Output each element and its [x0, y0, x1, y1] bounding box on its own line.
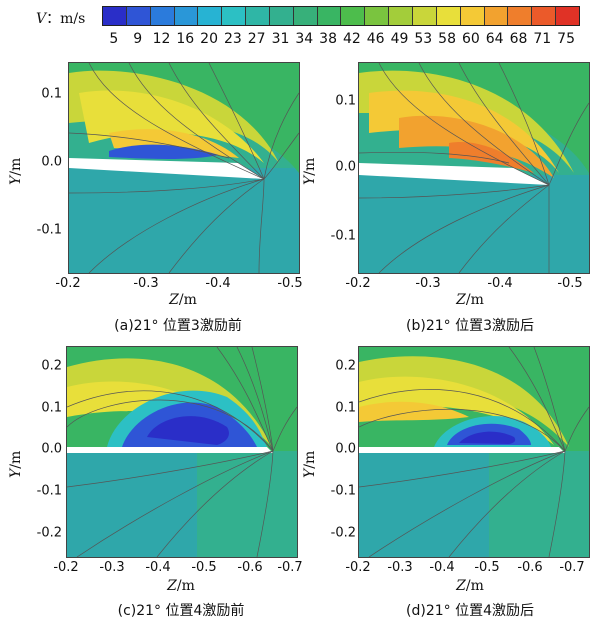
panel-b-xtick: -0.2	[345, 276, 371, 291]
colorbar-tick-label: 20	[200, 31, 219, 47]
panel-a-xtick: -0.3	[133, 276, 159, 291]
panel-c-xtick: -0.4	[145, 560, 171, 575]
colorbar-swatch	[460, 7, 485, 25]
panel-a-ytick: 0.0	[41, 154, 62, 170]
colorbar-swatch	[126, 7, 151, 25]
colorbar-swatch	[484, 7, 509, 25]
colorbar-swatch	[532, 7, 557, 25]
colorbar-tick-label: 27	[247, 31, 266, 47]
panel-c-ytick: -0.2	[36, 525, 62, 541]
panel-b-ylabel: Y/m	[302, 157, 318, 185]
panel-b-xtick: -0.4	[487, 276, 513, 291]
panel-d-ytick: -0.2	[330, 525, 356, 541]
colorbar-tick-label: 31	[271, 31, 290, 47]
panel-d-xlabel: Z/m	[456, 578, 484, 594]
panel-a-xtick: -0.2	[55, 276, 81, 291]
colorbar-tick-label: 38	[319, 31, 338, 47]
colorbar-tick-label: 68	[509, 31, 528, 47]
colorbar-swatch	[293, 7, 318, 25]
panel-c-xlabel: Z/m	[167, 578, 195, 594]
panel-a-xlabel: Z/m	[169, 292, 197, 308]
colorbar-tick-label: 49	[390, 31, 409, 47]
panel-d-plot	[358, 346, 590, 558]
colorbar-variable: V	[36, 11, 47, 27]
colorbar-tick-label: 23	[223, 31, 242, 47]
panel-d-ytick: -0.1	[330, 483, 356, 499]
panel-d-xtick: -0.2	[345, 560, 371, 575]
panel-a-xtick: -0.5	[277, 276, 303, 291]
colorbar-tick-label: 58	[438, 31, 457, 47]
panel-c-ytick: 0.1	[41, 400, 62, 416]
colorbar-swatch	[556, 7, 579, 25]
panel-b-xtick: -0.5	[557, 276, 583, 291]
panel-b-xtick: -0.3	[415, 276, 441, 291]
panel-b-ytick: 0.1	[335, 93, 356, 109]
colorbar	[102, 6, 580, 26]
panel-d-ylabel: Y/m	[302, 450, 318, 478]
colorbar-tick-label: 46	[366, 31, 385, 47]
colorbar-tick-label: 64	[485, 31, 504, 47]
panel-c-ylabel: Y/m	[8, 450, 24, 478]
panel-d-xtick: -0.3	[387, 560, 413, 575]
colorbar-tick-label: 12	[152, 31, 171, 47]
panel-d-xtick: -0.4	[429, 560, 455, 575]
colorbar-swatch	[174, 7, 199, 25]
colorbar-tick-label: 9	[133, 31, 143, 47]
panel-c-ytick: 0.2	[41, 358, 62, 374]
panel-c-xtick: -0.6	[237, 560, 263, 575]
colorbar-swatch	[269, 7, 294, 25]
panel-a-ytick: 0.1	[41, 86, 62, 102]
colorbar-swatch	[103, 7, 127, 25]
panel-a-xtick: -0.4	[205, 276, 231, 291]
colorbar-swatch	[198, 7, 223, 25]
panel-d-xtick: -0.7	[559, 560, 585, 575]
panel-d-caption: (d)21° 位置4激励后	[406, 603, 534, 619]
colorbar-tick-label: 53	[414, 31, 433, 47]
panel-b-xlabel: Z/m	[456, 292, 484, 308]
panel-c-ytick: 0.0	[41, 441, 62, 457]
panel-c-ytick: -0.1	[36, 483, 62, 499]
panel-c-xtick: -0.7	[277, 560, 303, 575]
colorbar-tick-label: 34	[295, 31, 314, 47]
panel-c-plot	[66, 346, 298, 558]
panel-b-ytick: -0.1	[330, 228, 356, 244]
colorbar-tick-label: 5	[109, 31, 119, 47]
colorbar-swatch	[436, 7, 461, 25]
panel-c-xtick: -0.5	[191, 560, 217, 575]
colorbar-swatch	[222, 7, 247, 25]
colorbar-swatch	[317, 7, 342, 25]
colorbar-swatch	[508, 7, 533, 25]
panel-c-xtick: -0.3	[99, 560, 125, 575]
colorbar-tick-label: 42	[342, 31, 361, 47]
panel-b-caption: (b)21° 位置3激励后	[406, 318, 534, 334]
panel-a-caption: (a)21° 位置3激励前	[114, 318, 242, 334]
panel-b-plot	[358, 62, 590, 274]
panel-d-xtick: -0.5	[474, 560, 500, 575]
colorbar-title: V：m/s	[36, 8, 85, 28]
panel-d-xtick: -0.6	[517, 560, 543, 575]
colorbar-swatch	[246, 7, 270, 25]
colorbar-swatch	[150, 7, 175, 25]
colorbar-tick-label: 16	[176, 31, 195, 47]
panel-a-ylabel: Y/m	[8, 157, 24, 185]
panel-d-ytick: 0.0	[335, 441, 356, 457]
colorbar-swatch	[365, 7, 390, 25]
panel-d-ytick: 0.2	[335, 358, 356, 374]
panel-a-plot	[68, 62, 300, 274]
colorbar-swatch	[412, 7, 437, 25]
panel-b-ytick: 0.0	[335, 159, 356, 175]
panel-c-caption: (c)21° 位置4激励前	[117, 603, 245, 619]
panel-d-ytick: 0.1	[335, 400, 356, 416]
colorbar-tick-label: 71	[533, 31, 552, 47]
colorbar-swatch	[389, 7, 413, 25]
colorbar-unit: ：m/s	[46, 11, 86, 27]
colorbar-ticks: 5 9 12 16 20 23 27 31 34 38 42 46 49 53 58 60 64 68 71 75	[102, 31, 578, 49]
colorbar-tick-label: 75	[557, 31, 576, 47]
colorbar-tick-label: 60	[461, 31, 480, 47]
colorbar-swatch	[341, 7, 366, 25]
panel-c-xtick: -0.2	[53, 560, 79, 575]
panel-a-ytick: -0.1	[36, 222, 62, 238]
